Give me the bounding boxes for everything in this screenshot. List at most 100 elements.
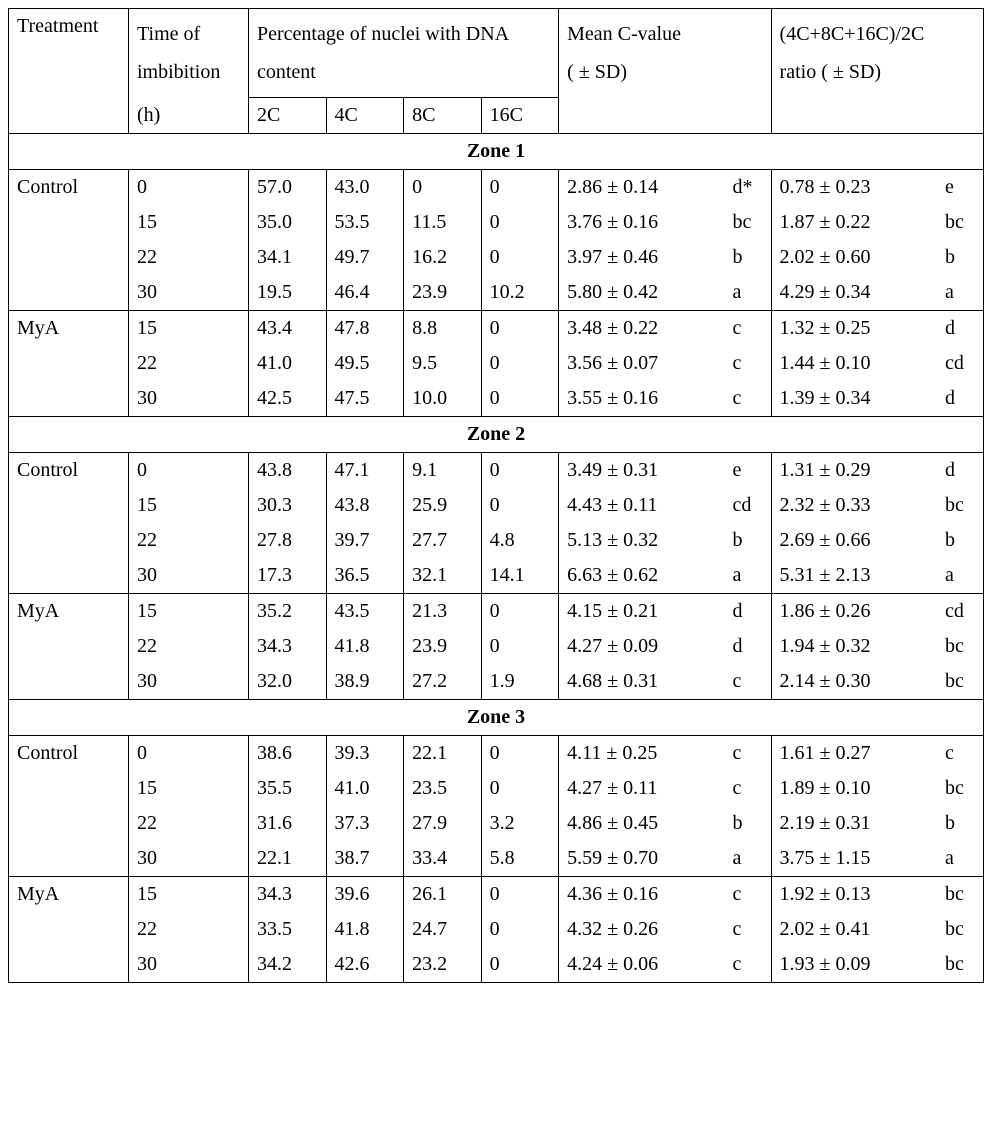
c16-cell: 0 <box>481 488 559 523</box>
c8-value: 9.5 <box>412 352 437 374</box>
c4-value: 43.0 <box>335 176 370 198</box>
mean-cell: 3.49 ± 0.31e <box>559 453 771 489</box>
c8-value: 32.1 <box>412 564 447 586</box>
ratio-value: 1.92 ± 0.13 <box>780 883 933 906</box>
c8-cell: 24.7 <box>404 912 482 947</box>
c4-value: 41.8 <box>335 918 370 940</box>
c2-value: 34.1 <box>257 246 292 268</box>
time-value: 30 <box>137 564 157 586</box>
ratio-sig: a <box>933 847 975 870</box>
c4-cell: 41.0 <box>326 771 404 806</box>
ratio-value: 5.31 ± 2.13 <box>780 564 933 587</box>
mean-value: 4.11 ± 0.25 <box>567 742 720 765</box>
c8-cell: 23.2 <box>404 947 482 983</box>
table-row: Zone 3 <box>9 700 984 736</box>
ratio-cell: 4.29 ± 0.34a <box>771 275 983 311</box>
time-value: 0 <box>137 742 147 764</box>
header-time-unit: (h) <box>137 104 160 126</box>
c4-cell: 41.8 <box>326 629 404 664</box>
mean-value: 4.15 ± 0.21 <box>567 600 720 623</box>
header-time: Time ofimbibition <box>137 15 240 91</box>
mean-value: 3.97 ± 0.46 <box>567 246 720 269</box>
c4-value: 43.5 <box>335 600 370 622</box>
mean-value: 5.13 ± 0.32 <box>567 529 720 552</box>
c2-cell: 33.5 <box>249 912 327 947</box>
header-time-cell: Time ofimbibition <box>129 9 249 98</box>
treatment-cell-empty <box>9 275 129 311</box>
c8-cell: 21.3 <box>404 594 482 630</box>
mean-sig: d <box>721 635 763 658</box>
table-row: 3022.138.733.45.85.59 ± 0.70a3.75 ± 1.15… <box>9 841 984 877</box>
c8-value: 33.4 <box>412 847 447 869</box>
c4-cell: 38.7 <box>326 841 404 877</box>
time-cell: 0 <box>129 453 249 489</box>
c8-value: 27.2 <box>412 670 447 692</box>
zone-label: Zone 1 <box>467 140 525 162</box>
c4-cell: 47.5 <box>326 381 404 417</box>
treatment-cell-empty <box>9 523 129 558</box>
c4-value: 43.8 <box>335 494 370 516</box>
mean-cell: 3.48 ± 0.22c <box>559 311 771 347</box>
c4-cell: 49.7 <box>326 240 404 275</box>
c2-value: 35.2 <box>257 600 292 622</box>
mean-cell: 4.43 ± 0.11cd <box>559 488 771 523</box>
time-value: 30 <box>137 387 157 409</box>
time-cell: 30 <box>129 664 249 700</box>
time-cell: 15 <box>129 771 249 806</box>
c4-value: 49.5 <box>335 352 370 374</box>
header-4c-cell: 4C <box>326 98 404 134</box>
c4-value: 47.8 <box>335 317 370 339</box>
table-row: 2241.049.59.503.56 ± 0.07c1.44 ± 0.10cd <box>9 346 984 381</box>
header-meanc: Mean C-value( ± SD) <box>567 15 762 91</box>
c2-cell: 41.0 <box>249 346 327 381</box>
table-row: MyA1535.243.521.304.15 ± 0.21d1.86 ± 0.2… <box>9 594 984 630</box>
treatment-cell-empty <box>9 806 129 841</box>
treatment-label: Control <box>17 176 78 198</box>
time-cell: 30 <box>129 558 249 594</box>
time-cell: 15 <box>129 488 249 523</box>
treatment-cell-empty <box>9 381 129 417</box>
treatment-cell: MyA <box>9 877 129 913</box>
time-value: 15 <box>137 211 157 233</box>
mean-sig: c <box>721 670 763 693</box>
table-row: 3034.242.623.204.24 ± 0.06c1.93 ± 0.09bc <box>9 947 984 983</box>
data-table: TreatmentTime ofimbibitionPercentage of … <box>8 8 984 983</box>
c8-value: 27.7 <box>412 529 447 551</box>
header-8c-cell: 8C <box>404 98 482 134</box>
c8-cell: 32.1 <box>404 558 482 594</box>
c4-value: 46.4 <box>335 281 370 303</box>
mean-sig: c <box>721 352 763 375</box>
c2-value: 19.5 <box>257 281 292 303</box>
time-cell: 30 <box>129 947 249 983</box>
header-16c: 16C <box>490 104 523 126</box>
time-value: 22 <box>137 918 157 940</box>
table-row: Zone 2 <box>9 417 984 453</box>
c8-cell: 27.2 <box>404 664 482 700</box>
mean-value: 4.68 ± 0.31 <box>567 670 720 693</box>
c4-value: 37.3 <box>335 812 370 834</box>
time-value: 15 <box>137 883 157 905</box>
ratio-cell: 1.44 ± 0.10cd <box>771 346 983 381</box>
header-meanc-cell: Mean C-value( ± SD) <box>559 9 771 134</box>
mean-value: 4.36 ± 0.16 <box>567 883 720 906</box>
ratio-sig: e <box>933 176 975 199</box>
c4-cell: 36.5 <box>326 558 404 594</box>
c4-cell: 39.6 <box>326 877 404 913</box>
mean-sig: c <box>721 777 763 800</box>
ratio-cell: 1.93 ± 0.09bc <box>771 947 983 983</box>
c2-cell: 31.6 <box>249 806 327 841</box>
time-value: 22 <box>137 812 157 834</box>
ratio-sig: d <box>933 459 975 482</box>
treatment-cell-empty <box>9 558 129 594</box>
c4-cell: 49.5 <box>326 346 404 381</box>
time-value: 15 <box>137 317 157 339</box>
c2-value: 34.3 <box>257 883 292 905</box>
c2-value: 31.6 <box>257 812 292 834</box>
mean-sig: b <box>721 529 763 552</box>
mean-cell: 4.27 ± 0.11c <box>559 771 771 806</box>
c4-value: 39.6 <box>335 883 370 905</box>
ratio-value: 1.44 ± 0.10 <box>780 352 933 375</box>
mean-sig: b <box>721 812 763 835</box>
ratio-value: 1.93 ± 0.09 <box>780 953 933 976</box>
mean-value: 5.59 ± 0.70 <box>567 847 720 870</box>
